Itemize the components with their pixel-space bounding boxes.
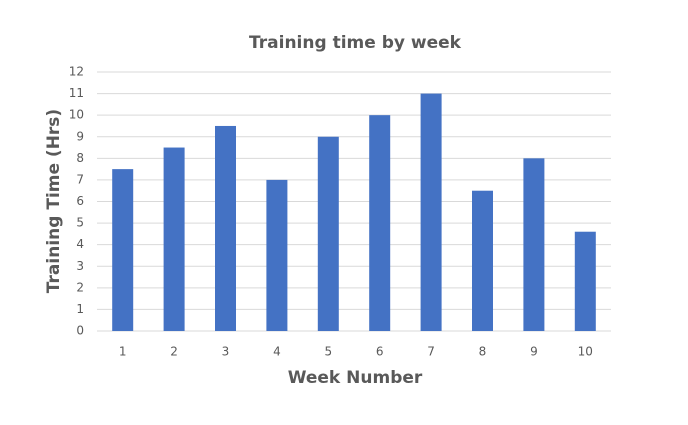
bar [215,125,236,331]
x-tick-label: 4 [273,345,281,359]
y-tick-label: 8 [76,151,84,165]
bar [317,136,339,331]
x-tick-label: 3 [222,345,230,359]
y-tick-label: 1 [76,302,84,316]
y-tick-label: 4 [76,237,84,251]
y-tick-label: 11 [69,86,84,100]
x-tick-label: 8 [479,345,487,359]
y-tick-label: 0 [76,324,84,338]
x-tick-label: 9 [530,345,538,359]
bar [420,93,442,331]
x-tick-label: 6 [376,345,384,359]
y-tick-label: 7 [76,172,84,186]
y-tick-label: 5 [76,216,84,230]
y-tick-label: 12 [69,65,84,79]
bar [112,169,134,331]
y-tick-label: 3 [76,259,84,273]
bar [266,179,288,331]
bar [574,231,596,331]
y-tick-label: 6 [76,194,84,208]
x-tick-label: 5 [324,345,332,359]
bar [369,115,391,332]
bar [523,158,545,331]
x-tick-label: 1 [119,345,127,359]
y-tick-label: 10 [69,108,84,122]
bar [163,147,185,331]
x-axis-title: Week Number [288,368,423,388]
chart-title: Training time by week [249,33,462,53]
bar [472,190,493,331]
x-tick-label: 10 [578,345,593,359]
y-tick-label: 2 [76,280,84,294]
x-tick-label: 7 [427,345,435,359]
x-tick-label: 2 [170,345,178,359]
y-axis-title: Training Time (Hrs) [44,109,64,293]
y-tick-label: 9 [76,129,84,143]
